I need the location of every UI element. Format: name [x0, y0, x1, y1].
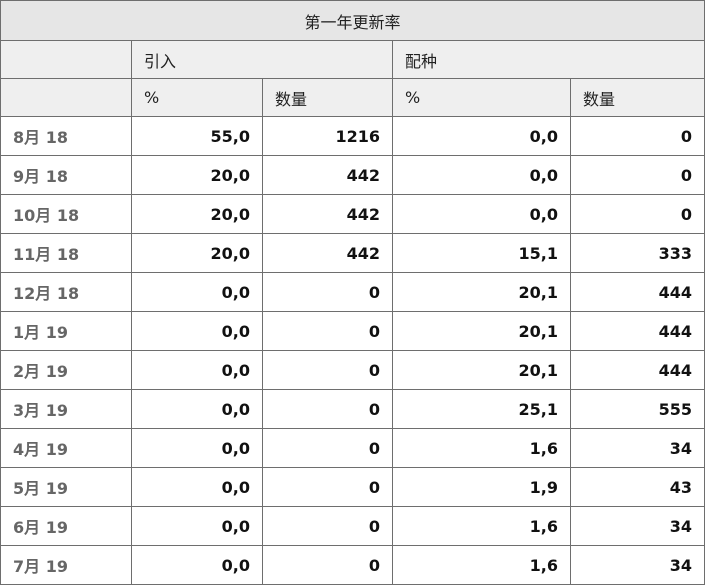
introduction-quantity-cell: 0 [262, 545, 393, 585]
month-cell: 9月 18 [0, 155, 132, 195]
table-row: 9月 18 20,0 442 0,0 0 [0, 155, 705, 195]
introduction-quantity-cell: 442 [262, 233, 393, 273]
introduction-quantity-cell: 0 [262, 467, 393, 507]
breeding-quantity-cell: 444 [570, 272, 705, 312]
table-row: 10月 18 20,0 442 0,0 0 [0, 194, 705, 234]
breeding-percent-cell: 1,6 [392, 545, 571, 585]
table-row: 11月 18 20,0 442 15,1 333 [0, 233, 705, 273]
sub-header-empty [0, 78, 132, 117]
introduction-quantity-cell: 442 [262, 155, 393, 195]
breeding-percent-cell: 20,1 [392, 272, 571, 312]
introduction-quantity-cell: 0 [262, 389, 393, 429]
introduction-quantity-cell: 0 [262, 428, 393, 468]
introduction-quantity-cell: 0 [262, 311, 393, 351]
group-header-breeding: 配种 [392, 40, 705, 79]
introduction-percent-cell: 0,0 [131, 389, 263, 429]
introduction-percent-cell: 0,0 [131, 467, 263, 507]
breeding-percent-cell: 20,1 [392, 350, 571, 390]
introduction-percent-cell: 0,0 [131, 272, 263, 312]
sub-header-breeding-percent: % [392, 78, 571, 117]
introduction-percent-cell: 0,0 [131, 428, 263, 468]
introduction-percent-cell: 20,0 [131, 155, 263, 195]
table-row: 5月 19 0,0 0 1,9 43 [0, 467, 705, 507]
month-cell: 4月 19 [0, 428, 132, 468]
month-cell: 1月 19 [0, 311, 132, 351]
group-header-row: 引入 配种 [0, 40, 705, 79]
introduction-percent-cell: 0,0 [131, 350, 263, 390]
breeding-percent-cell: 0,0 [392, 116, 571, 156]
breeding-quantity-cell: 0 [570, 116, 705, 156]
introduction-quantity-cell: 0 [262, 350, 393, 390]
table-row: 12月 18 0,0 0 20,1 444 [0, 272, 705, 312]
introduction-percent-cell: 0,0 [131, 545, 263, 585]
table-title: 第一年更新率 [0, 0, 705, 41]
month-cell: 6月 19 [0, 506, 132, 546]
breeding-quantity-cell: 34 [570, 506, 705, 546]
introduction-quantity-cell: 0 [262, 506, 393, 546]
breeding-percent-cell: 1,6 [392, 428, 571, 468]
breeding-quantity-cell: 0 [570, 155, 705, 195]
sub-header-row: % 数量 % 数量 [0, 78, 705, 117]
breeding-quantity-cell: 444 [570, 350, 705, 390]
table-row: 2月 19 0,0 0 20,1 444 [0, 350, 705, 390]
breeding-percent-cell: 25,1 [392, 389, 571, 429]
breeding-quantity-cell: 444 [570, 311, 705, 351]
table-row: 1月 19 0,0 0 20,1 444 [0, 311, 705, 351]
table-row: 3月 19 0,0 0 25,1 555 [0, 389, 705, 429]
month-cell: 10月 18 [0, 194, 132, 234]
table-row: 7月 19 0,0 0 1,6 34 [0, 545, 705, 585]
month-cell: 8月 18 [0, 116, 132, 156]
introduction-quantity-cell: 442 [262, 194, 393, 234]
month-cell: 5月 19 [0, 467, 132, 507]
breeding-percent-cell: 1,9 [392, 467, 571, 507]
breeding-percent-cell: 1,6 [392, 506, 571, 546]
sub-header-introduction-quantity: 数量 [262, 78, 393, 117]
breeding-quantity-cell: 333 [570, 233, 705, 273]
sub-header-breeding-quantity: 数量 [570, 78, 705, 117]
introduction-percent-cell: 55,0 [131, 116, 263, 156]
introduction-percent-cell: 20,0 [131, 233, 263, 273]
table-row: 8月 18 55,0 1216 0,0 0 [0, 116, 705, 156]
breeding-quantity-cell: 555 [570, 389, 705, 429]
breeding-percent-cell: 0,0 [392, 194, 571, 234]
breeding-percent-cell: 0,0 [392, 155, 571, 195]
breeding-percent-cell: 15,1 [392, 233, 571, 273]
month-cell: 11月 18 [0, 233, 132, 273]
table-row: 6月 19 0,0 0 1,6 34 [0, 506, 705, 546]
breeding-percent-cell: 20,1 [392, 311, 571, 351]
introduction-percent-cell: 20,0 [131, 194, 263, 234]
month-cell: 7月 19 [0, 545, 132, 585]
breeding-quantity-cell: 43 [570, 467, 705, 507]
breeding-quantity-cell: 0 [570, 194, 705, 234]
table-title-row: 第一年更新率 [0, 0, 705, 41]
introduction-percent-cell: 0,0 [131, 311, 263, 351]
group-header-empty [0, 40, 132, 79]
introduction-percent-cell: 0,0 [131, 506, 263, 546]
group-header-introduction: 引入 [131, 40, 393, 79]
month-cell: 12月 18 [0, 272, 132, 312]
breeding-quantity-cell: 34 [570, 545, 705, 585]
introduction-quantity-cell: 0 [262, 272, 393, 312]
table-row: 4月 19 0,0 0 1,6 34 [0, 428, 705, 468]
month-cell: 2月 19 [0, 350, 132, 390]
breeding-quantity-cell: 34 [570, 428, 705, 468]
month-cell: 3月 19 [0, 389, 132, 429]
sub-header-introduction-percent: % [131, 78, 263, 117]
introduction-quantity-cell: 1216 [262, 116, 393, 156]
